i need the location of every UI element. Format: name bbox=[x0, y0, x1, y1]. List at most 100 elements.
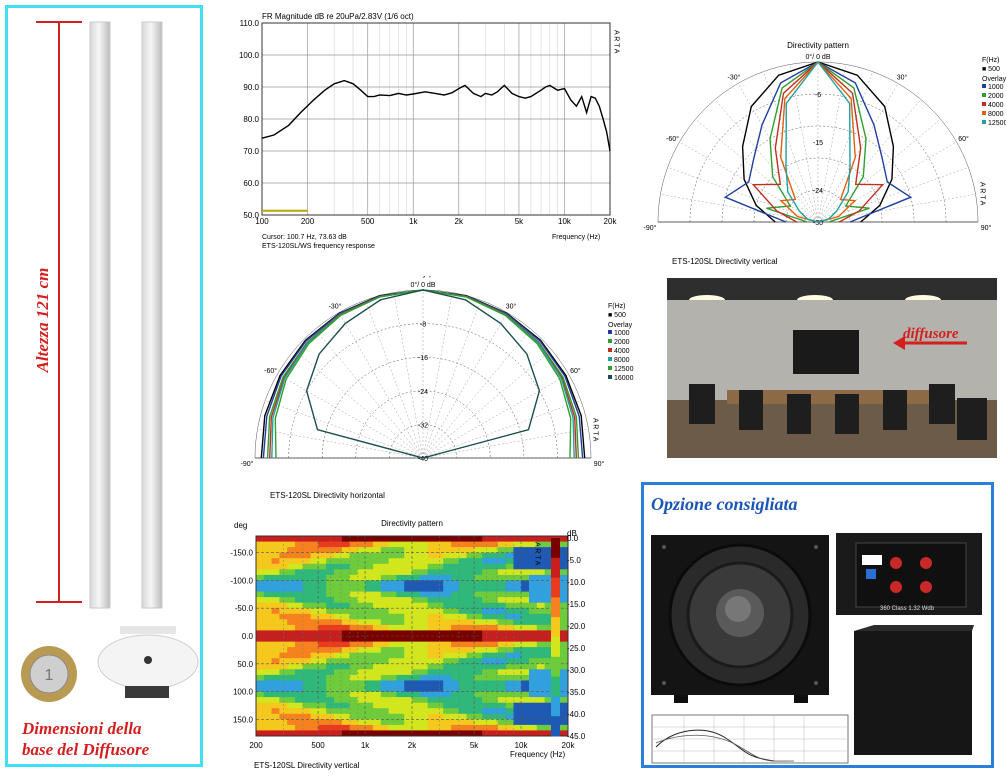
heatmap-cell bbox=[505, 574, 514, 581]
heatmap-cell bbox=[279, 608, 288, 615]
heatmap-cell bbox=[334, 691, 343, 698]
heatmap-cell bbox=[474, 591, 483, 598]
polar-vertical-caption: ETS-120SL Directivity vertical bbox=[672, 257, 778, 266]
heatmap-cell bbox=[365, 547, 374, 554]
colorbar-tick: -5.0 bbox=[567, 556, 581, 565]
heatmap-cell bbox=[287, 708, 296, 715]
heatmap-cell bbox=[396, 558, 405, 565]
heatmap-cell bbox=[560, 658, 569, 665]
heatmap-cell bbox=[404, 669, 413, 676]
heatmap-cell bbox=[443, 691, 452, 698]
heatmap-cell bbox=[427, 663, 436, 670]
heatmap-cell bbox=[544, 658, 553, 665]
heatmap-cell bbox=[443, 680, 452, 687]
heatmap-cell bbox=[505, 580, 514, 587]
heatmap-cell bbox=[380, 680, 390, 687]
heatmap-cell bbox=[560, 669, 569, 676]
heatmap-cell bbox=[544, 563, 553, 570]
heatmap-cell bbox=[443, 647, 452, 654]
heatmap-cell bbox=[497, 674, 507, 681]
heatmap-cell bbox=[536, 569, 546, 576]
heatmap-cell bbox=[357, 558, 366, 565]
heatmap-cell bbox=[536, 702, 546, 709]
heatmap-cell bbox=[365, 574, 374, 581]
heatmap-cell bbox=[373, 536, 382, 543]
heatmap-cell bbox=[341, 680, 351, 687]
polar-spoke bbox=[422, 312, 508, 459]
heatmap-cell bbox=[490, 624, 499, 631]
heatmap-cell bbox=[295, 697, 304, 704]
diffusore-label: diffusore bbox=[903, 326, 959, 342]
polar-r-tick: -32 bbox=[418, 422, 428, 429]
heatmap-cell bbox=[302, 586, 312, 593]
polar-spoke bbox=[817, 167, 969, 223]
heatmap-cell bbox=[341, 708, 351, 715]
heatmap-cell bbox=[521, 547, 530, 554]
polar-legend-swatch bbox=[608, 330, 612, 334]
heatmap-cell bbox=[435, 680, 444, 687]
heatmap-cell bbox=[310, 669, 319, 676]
heatmap-cell bbox=[380, 708, 390, 715]
heatmap-cell bbox=[302, 563, 312, 570]
heatmap-cell bbox=[490, 597, 499, 604]
heatmap-cell bbox=[279, 652, 288, 659]
heatmap-cell bbox=[396, 541, 405, 548]
heatmap-cell bbox=[357, 613, 366, 620]
heatmap-cell bbox=[373, 697, 382, 704]
heatmap-cell bbox=[466, 724, 475, 731]
fr-xtick-label: 200 bbox=[301, 217, 315, 226]
heatmap-cell bbox=[529, 686, 538, 693]
heatmap-cell bbox=[544, 580, 553, 587]
heatmap-cell bbox=[388, 536, 397, 543]
heatmap-cell bbox=[497, 602, 507, 609]
heatmap-cell bbox=[349, 602, 358, 609]
heatmap-cell bbox=[365, 674, 374, 681]
heatmap-cell bbox=[373, 686, 382, 693]
fr-ytick-label: 70.0 bbox=[243, 147, 259, 156]
heatmap-cell bbox=[388, 674, 397, 681]
heatmap-cell bbox=[295, 536, 304, 543]
heatmap-cell bbox=[295, 652, 304, 659]
heatmap-cell bbox=[271, 708, 280, 715]
heatmap-cell bbox=[365, 647, 374, 654]
heatmap-cell bbox=[373, 630, 382, 637]
heatmap-cell bbox=[396, 658, 405, 665]
heatmap-cell bbox=[373, 730, 382, 737]
heatmap-cell bbox=[443, 619, 452, 626]
heatmap-cell bbox=[513, 636, 522, 643]
heatmap-cell bbox=[505, 563, 514, 570]
heatmap-cell bbox=[412, 552, 421, 559]
heatmap-cell bbox=[341, 697, 351, 704]
heatmap-cell bbox=[521, 669, 530, 676]
heatmap-cell bbox=[334, 574, 343, 581]
heatmap-cell bbox=[334, 541, 343, 548]
heatmap-cell bbox=[497, 702, 507, 709]
heatmap-cell bbox=[365, 558, 374, 565]
heatmap-cell bbox=[380, 691, 390, 698]
heatmap-cell bbox=[263, 619, 273, 626]
heatmap-cell bbox=[263, 591, 273, 598]
heatmap-cell bbox=[474, 586, 483, 593]
heatmap-cell bbox=[271, 713, 280, 720]
heatmap-cell bbox=[544, 652, 553, 659]
heatmap-xtick-label: 10k bbox=[515, 741, 529, 750]
heatmap-cell bbox=[560, 547, 569, 554]
heatmap-cell bbox=[404, 686, 413, 693]
heatmap-cell bbox=[412, 630, 421, 637]
heatmap-cell bbox=[412, 724, 421, 731]
heatmap-cell bbox=[318, 647, 327, 654]
heatmap-cell bbox=[404, 636, 413, 643]
heatmap-cell bbox=[451, 569, 460, 576]
heatmap-cell bbox=[497, 658, 507, 665]
heatmap-cell bbox=[474, 691, 483, 698]
heatmap-cell bbox=[427, 597, 436, 604]
heatmap-cell bbox=[458, 641, 468, 648]
heatmap-cell bbox=[544, 686, 553, 693]
heatmap-cell bbox=[544, 624, 553, 631]
heatmap-cell bbox=[513, 536, 522, 543]
heatmap-cell bbox=[466, 574, 475, 581]
heatmap-cell bbox=[412, 663, 421, 670]
colorbar-segment bbox=[551, 656, 560, 678]
heatmap-cell bbox=[412, 613, 421, 620]
fr-chart-title: FR Magnitude dB re 20uPa/2.83V (1/6 oct) bbox=[262, 12, 414, 21]
